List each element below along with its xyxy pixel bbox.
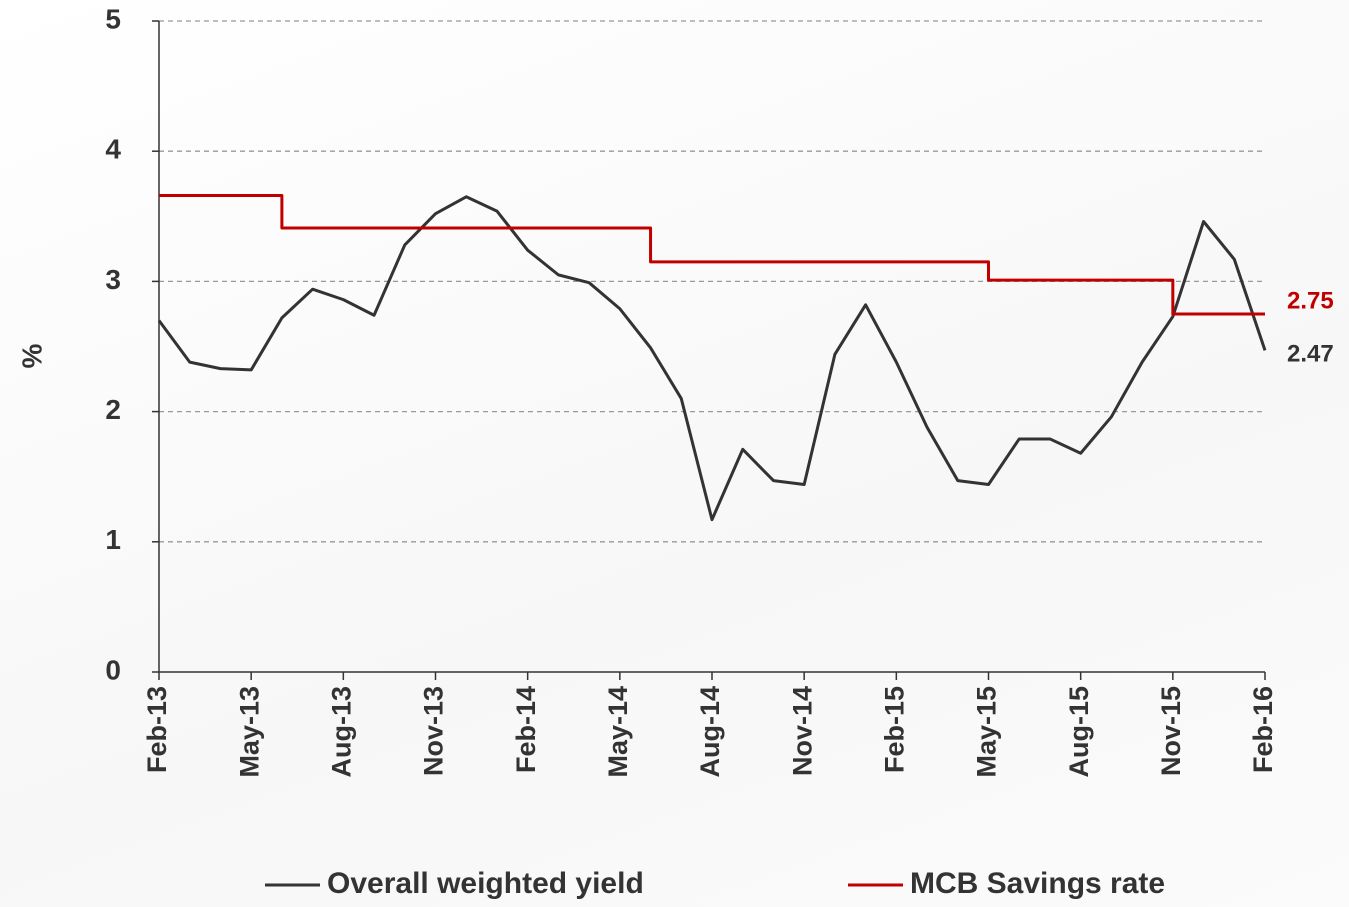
value-label: 2.75 (1287, 287, 1334, 314)
x-tick-label: Aug-14 (695, 686, 725, 778)
x-tick-label: Nov-15 (1156, 686, 1186, 776)
value-label: 2.47 (1287, 341, 1334, 368)
legend-label: Overall weighted yield (327, 867, 644, 900)
x-tick-label: Feb-16 (1248, 686, 1278, 773)
y-axis-label: % (16, 343, 47, 368)
series-line (159, 193, 1265, 316)
y-tick-label: 3 (105, 264, 121, 295)
x-tick-label: Aug-15 (1064, 686, 1094, 778)
x-tick-label: May-13 (234, 686, 264, 778)
y-tick-label: 5 (105, 3, 121, 34)
y-tick-label: 0 (105, 654, 121, 685)
y-tick-label: 2 (105, 394, 121, 425)
x-tick-label: Aug-13 (326, 686, 356, 778)
y-tick-label: 1 (105, 524, 121, 555)
legend-label: MCB Savings rate (910, 867, 1165, 900)
x-tick-label: May-14 (603, 686, 633, 778)
x-tick-label: May-15 (972, 686, 1002, 778)
y-tick-label: 4 (105, 134, 121, 165)
x-tick-label: Nov-14 (787, 686, 817, 776)
x-tick-label: Feb-13 (142, 686, 172, 773)
series-line (157, 195, 1267, 522)
x-tick-label: Feb-15 (879, 686, 909, 773)
x-tick-label: Nov-13 (419, 686, 449, 776)
x-tick-label: Feb-14 (511, 686, 541, 773)
